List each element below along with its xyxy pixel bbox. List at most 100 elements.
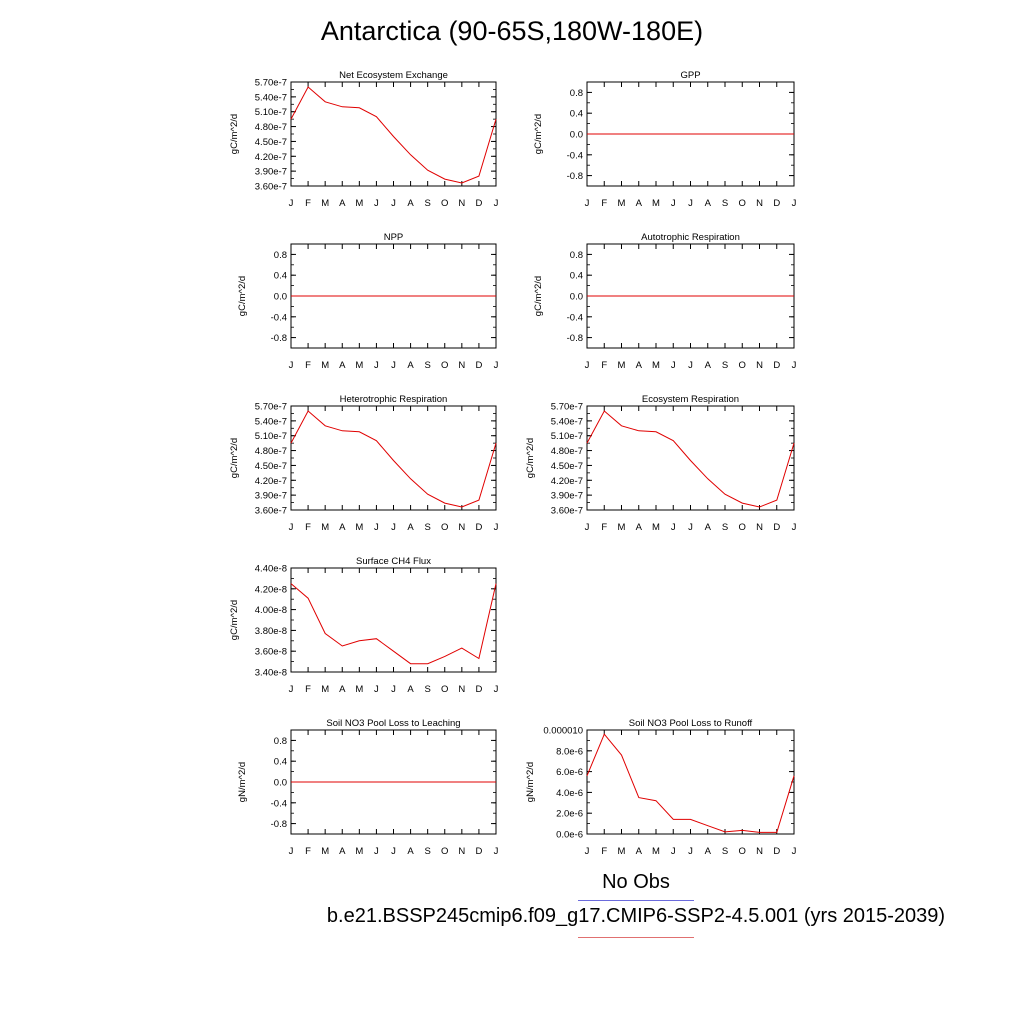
x-tick-label: J xyxy=(688,846,693,857)
y-tick-label: 0.0e-6 xyxy=(556,830,583,841)
y-tick-label: -0.8 xyxy=(271,819,287,830)
x-tick-label: J xyxy=(792,360,797,371)
y-tick-label: 3.60e-7 xyxy=(255,182,287,193)
y-axis-label: gC/m^2/d xyxy=(533,276,544,316)
y-tick-label: 4.00e-8 xyxy=(255,605,287,616)
x-tick-label: O xyxy=(441,360,448,371)
x-tick-label: N xyxy=(756,846,763,857)
x-tick-label: A xyxy=(407,360,414,371)
x-tick-label: M xyxy=(355,522,363,533)
x-tick-label: J xyxy=(289,846,294,857)
x-tick-label: M xyxy=(652,198,660,209)
x-tick-label: J xyxy=(289,684,294,695)
x-tick-label: J xyxy=(494,198,499,209)
x-tick-label: A xyxy=(705,360,712,371)
x-tick-label: D xyxy=(475,846,482,857)
x-tick-label: D xyxy=(475,198,482,209)
y-axis-label: gC/m^2/d xyxy=(229,438,240,478)
y-tick-label: 0.0 xyxy=(570,292,583,303)
x-tick-label: S xyxy=(424,198,430,209)
y-tick-label: 4.0e-6 xyxy=(556,788,583,799)
x-tick-label: J xyxy=(374,684,379,695)
plot-frame xyxy=(290,81,497,187)
x-tick-label: F xyxy=(305,522,311,533)
x-tick-label: D xyxy=(773,360,780,371)
x-tick-label: O xyxy=(441,522,448,533)
x-tick-label: J xyxy=(792,522,797,533)
x-tick-label: M xyxy=(321,360,329,371)
y-tick-label: 5.70e-7 xyxy=(255,402,287,413)
x-tick-label: M xyxy=(652,846,660,857)
x-tick-label: J xyxy=(391,522,396,533)
x-tick-label: J xyxy=(494,846,499,857)
x-tick-label: J xyxy=(289,198,294,209)
x-tick-label: J xyxy=(671,522,676,533)
y-tick-label: -0.4 xyxy=(271,798,287,809)
y-tick-label: 3.40e-8 xyxy=(255,668,287,679)
y-tick-label: 2.0e-6 xyxy=(556,809,583,820)
x-tick-label: A xyxy=(636,846,643,857)
x-tick-label: F xyxy=(601,846,607,857)
x-tick-label: F xyxy=(601,522,607,533)
y-tick-label: 6.0e-6 xyxy=(556,767,583,778)
x-tick-label: F xyxy=(601,198,607,209)
x-tick-label: M xyxy=(652,522,660,533)
y-tick-label: 3.90e-7 xyxy=(551,491,583,502)
y-tick-label: -0.8 xyxy=(271,333,287,344)
x-tick-label: O xyxy=(739,198,746,209)
x-tick-label: J xyxy=(671,360,676,371)
y-axis-label: gN/m^2/d xyxy=(525,762,536,802)
y-axis-label: gC/m^2/d xyxy=(237,276,248,316)
panel-net-ecosystem-exchange: Net Ecosystem Exchange gC/m^2/d 5.70e-7 5.4… xyxy=(229,70,499,209)
x-tick-label: N xyxy=(458,846,465,857)
x-tick-label: D xyxy=(773,522,780,533)
x-tick-label: N xyxy=(458,198,465,209)
x-tick-label: D xyxy=(773,198,780,209)
x-tick-label: D xyxy=(475,360,482,371)
y-tick-label: -0.8 xyxy=(567,333,583,344)
x-tick-label: M xyxy=(321,846,329,857)
x-tick-label: F xyxy=(305,684,311,695)
y-tick-label: 5.10e-7 xyxy=(255,431,287,442)
x-tick-label: M xyxy=(355,360,363,371)
plot-frame xyxy=(290,405,497,511)
y-tick-label: 5.10e-7 xyxy=(255,107,287,118)
panel-title: Ecosystem Respiration xyxy=(642,394,739,405)
x-tick-label: J xyxy=(374,846,379,857)
y-tick-label: 4.20e-7 xyxy=(255,152,287,163)
y-tick-label: -0.4 xyxy=(567,312,583,323)
x-tick-label: D xyxy=(475,522,482,533)
panel-autotrophic-respiration: Autotrophic Respiration gC/m^2/d 0.8 0.4 0.0… xyxy=(533,232,797,371)
x-tick-label: S xyxy=(424,846,430,857)
x-tick-label: M xyxy=(355,846,363,857)
y-tick-label: 0.8 xyxy=(570,250,583,261)
x-tick-label: S xyxy=(722,846,728,857)
x-tick-label: S xyxy=(722,198,728,209)
x-tick-label: O xyxy=(739,360,746,371)
x-tick-label: S xyxy=(722,522,728,533)
x-tick-label: J xyxy=(494,522,499,533)
x-tick-label: J xyxy=(688,360,693,371)
y-tick-label: 0.8 xyxy=(274,250,287,261)
y-tick-label: 5.40e-7 xyxy=(551,416,583,427)
x-tick-label: J xyxy=(289,360,294,371)
x-tick-label: S xyxy=(722,360,728,371)
x-tick-label: J xyxy=(585,198,590,209)
x-tick-label: J xyxy=(671,198,676,209)
y-tick-label: 0.0 xyxy=(274,778,287,789)
x-tick-label: A xyxy=(705,198,712,209)
y-axis-label: gC/m^2/d xyxy=(229,600,240,640)
x-tick-label: F xyxy=(601,360,607,371)
panel-title: Surface CH4 Flux xyxy=(356,556,431,567)
y-tick-label: 0.000010 xyxy=(543,726,583,737)
x-tick-label: S xyxy=(424,360,430,371)
panel-soil-no3-pool-loss-to-leaching: Soil NO3 Pool Loss to Leaching gN/m^2/d 0.… xyxy=(237,718,499,857)
series-line xyxy=(290,86,497,184)
x-tick-label: N xyxy=(756,522,763,533)
x-tick-label: J xyxy=(585,522,590,533)
y-tick-label: 3.60e-7 xyxy=(255,506,287,517)
panel-title: GPP xyxy=(680,70,700,81)
x-tick-label: N xyxy=(458,684,465,695)
